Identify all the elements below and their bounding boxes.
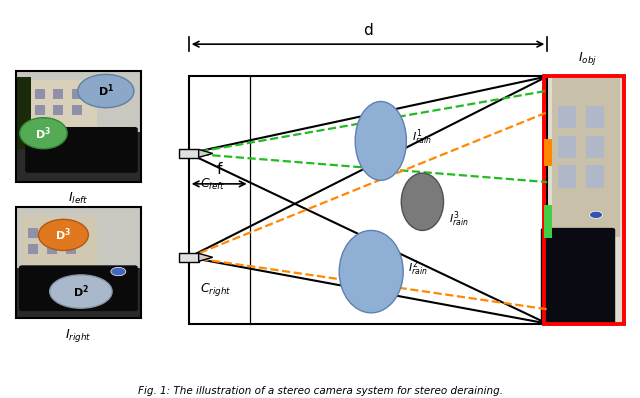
Text: f: f xyxy=(216,162,222,178)
Bar xyxy=(29,80,97,127)
Bar xyxy=(54,89,63,99)
FancyBboxPatch shape xyxy=(19,265,138,311)
Polygon shape xyxy=(198,150,212,157)
Bar xyxy=(35,105,45,115)
Bar xyxy=(179,149,198,158)
Text: $C_{right}$: $C_{right}$ xyxy=(200,281,232,298)
Text: $I^1_{rain}$: $I^1_{rain}$ xyxy=(412,127,431,147)
Bar xyxy=(558,166,576,187)
Text: $\mathbf{D^3}$: $\mathbf{D^3}$ xyxy=(56,226,72,243)
Ellipse shape xyxy=(20,118,67,149)
Circle shape xyxy=(111,267,126,276)
Bar xyxy=(16,132,141,182)
Polygon shape xyxy=(198,254,212,261)
Text: $\mathbf{D^1}$: $\mathbf{D^1}$ xyxy=(98,83,114,100)
FancyBboxPatch shape xyxy=(26,127,138,173)
Bar xyxy=(16,207,141,268)
Bar xyxy=(72,89,82,99)
Bar xyxy=(558,106,576,128)
Bar xyxy=(16,71,141,132)
Text: $I^2_{rain}$: $I^2_{rain}$ xyxy=(408,258,428,278)
Bar xyxy=(54,105,63,115)
Bar xyxy=(558,136,576,158)
Bar xyxy=(22,216,97,265)
Ellipse shape xyxy=(401,173,444,230)
FancyBboxPatch shape xyxy=(541,228,615,325)
Bar xyxy=(72,105,82,115)
Bar xyxy=(16,71,141,182)
Text: $I^3_{rain}$: $I^3_{rain}$ xyxy=(449,209,468,228)
Bar xyxy=(586,166,604,187)
Bar xyxy=(586,136,604,158)
Ellipse shape xyxy=(355,101,406,180)
Circle shape xyxy=(589,211,602,219)
Bar xyxy=(189,76,547,324)
Text: $\mathbf{D^3}$: $\mathbf{D^3}$ xyxy=(35,125,51,142)
Bar xyxy=(29,244,38,254)
Bar xyxy=(66,244,76,254)
Bar xyxy=(47,228,57,238)
Bar xyxy=(544,76,624,324)
Bar xyxy=(35,89,45,99)
Ellipse shape xyxy=(38,219,88,250)
Bar xyxy=(47,244,57,254)
Text: $C_{left}$: $C_{left}$ xyxy=(200,177,226,192)
Bar xyxy=(16,207,141,318)
Ellipse shape xyxy=(339,230,403,313)
Bar xyxy=(544,139,552,166)
Bar xyxy=(586,106,604,128)
Ellipse shape xyxy=(78,74,134,108)
Bar xyxy=(16,76,31,149)
Text: $I_{right}$: $I_{right}$ xyxy=(65,327,92,344)
Text: Fig. 1: The illustration of a stereo camera system for stereo deraining.: Fig. 1: The illustration of a stereo cam… xyxy=(138,386,502,396)
Text: $I_{left}$: $I_{left}$ xyxy=(68,191,88,206)
Text: d: d xyxy=(363,23,373,38)
Text: $I_{obj}$: $I_{obj}$ xyxy=(578,51,596,67)
Bar xyxy=(179,253,198,262)
Ellipse shape xyxy=(50,275,112,308)
Bar xyxy=(66,228,76,238)
Bar xyxy=(544,205,552,238)
Text: $\mathbf{D^2}$: $\mathbf{D^2}$ xyxy=(73,283,89,300)
Bar xyxy=(552,76,620,237)
Bar xyxy=(29,228,38,238)
Bar xyxy=(16,268,141,318)
Bar xyxy=(544,76,624,324)
